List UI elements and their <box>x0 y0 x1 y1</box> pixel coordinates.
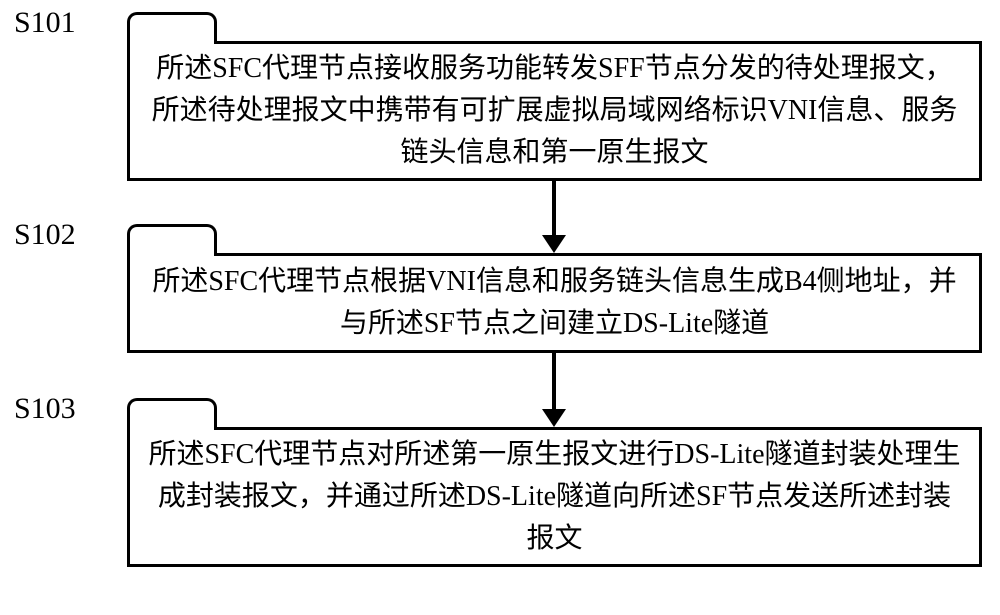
tab-join-s101 <box>130 40 214 45</box>
step-box-s102: 所述SFC代理节点根据VNI信息和服务链头信息生成B4侧地址，并与所述SF节点之… <box>127 253 982 353</box>
tab-join-s103 <box>130 426 214 431</box>
arrow-shaft-2 <box>552 353 556 411</box>
step-label-s102: S102 <box>14 218 76 252</box>
arrow-head-2 <box>542 409 566 427</box>
step-text-s103: 所述SFC代理节点对所述第一原生报文进行DS-Lite隧道封装处理生成封装报文，… <box>144 434 965 560</box>
step-text-s102: 所述SFC代理节点根据VNI信息和服务链头信息生成B4侧地址，并与所述SF节点之… <box>144 261 965 345</box>
step-box-s101: 所述SFC代理节点接收服务功能转发SFF节点分发的待处理报文，所述待处理报文中携… <box>127 41 982 181</box>
step-text-s101: 所述SFC代理节点接收服务功能转发SFF节点分发的待处理报文，所述待处理报文中携… <box>144 48 965 174</box>
flowchart-canvas: S101 所述SFC代理节点接收服务功能转发SFF节点分发的待处理报文，所述待处理… <box>0 0 1000 615</box>
arrow-head-1 <box>542 235 566 253</box>
tab-join-s102 <box>130 252 214 257</box>
step-box-s103: 所述SFC代理节点对所述第一原生报文进行DS-Lite隧道封装处理生成封装报文，… <box>127 427 982 567</box>
step-label-s103: S103 <box>14 392 76 426</box>
arrow-shaft-1 <box>552 181 556 237</box>
step-label-s101: S101 <box>14 6 76 40</box>
